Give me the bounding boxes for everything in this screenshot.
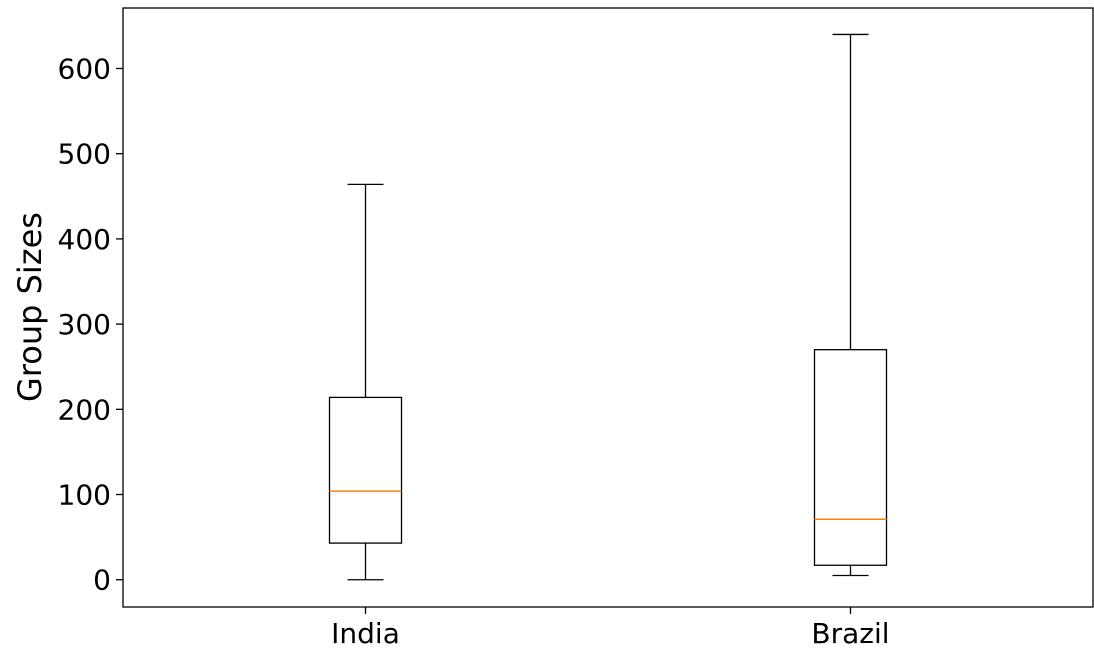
x-tick-label: India — [331, 617, 400, 650]
y-axis-label: Group Sizes — [11, 212, 49, 402]
y-tick-label: 400 — [58, 223, 111, 256]
iqr-box — [328, 396, 403, 544]
plot-area — [122, 7, 1094, 608]
y-tick-label: 200 — [58, 393, 111, 426]
y-tick-label: 100 — [58, 479, 111, 512]
x-tick-label: Brazil — [811, 617, 889, 650]
y-tick-label: 500 — [58, 138, 111, 171]
x-axis: India Brazil — [331, 607, 890, 650]
y-tick-label: 300 — [58, 308, 111, 341]
box-india — [328, 183, 403, 581]
y-tick-label: 600 — [58, 52, 111, 85]
y-axis: 0 100 200 300 400 500 600 — [58, 52, 123, 597]
iqr-box — [813, 349, 888, 566]
box-brazil — [813, 33, 888, 577]
box-series — [328, 33, 888, 581]
y-tick-label: 0 — [93, 564, 111, 597]
